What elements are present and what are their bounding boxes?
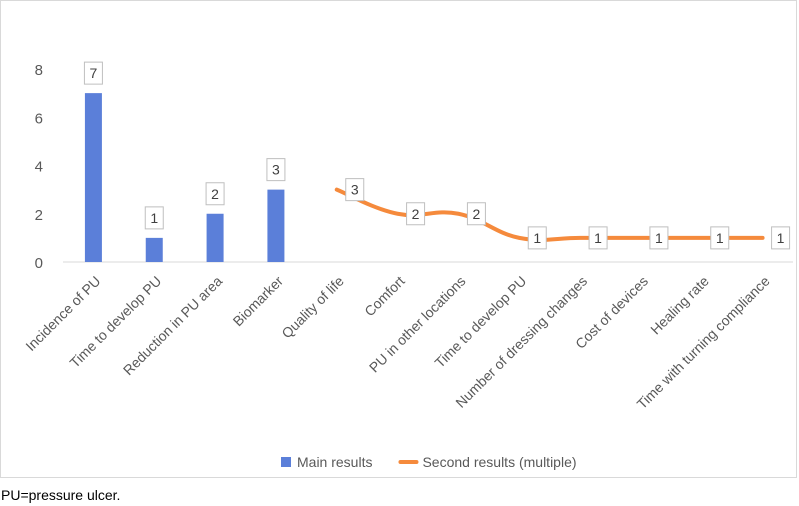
legend-label: Second results (multiple)	[422, 454, 576, 470]
bar	[145, 237, 163, 262]
chart-frame: 0 2 4 6 8 7 1 2 3 3 2 2 1 1 1 1 1 Incidence of PU Time to …	[0, 0, 797, 478]
data-label-box	[205, 182, 225, 206]
data-label-box	[83, 61, 103, 85]
y-tick-label: 4	[35, 159, 43, 176]
data-label: 7	[90, 65, 98, 81]
bar	[84, 93, 102, 262]
legend-swatch-bar	[281, 457, 291, 467]
data-label: 1	[533, 230, 541, 246]
data-label-box	[649, 226, 669, 250]
data-label: 2	[412, 206, 420, 222]
data-label: 1	[150, 210, 158, 226]
x-tick-label: Comfort	[361, 273, 408, 320]
data-label: 3	[272, 162, 280, 178]
data-label-box	[144, 206, 164, 230]
data-label-box	[771, 226, 791, 250]
data-label-box	[466, 202, 486, 226]
y-tick-label: 8	[35, 62, 43, 79]
data-label-box	[406, 202, 426, 226]
data-label-box	[266, 158, 286, 182]
y-tick-label: 2	[35, 207, 43, 224]
data-label: 1	[716, 230, 724, 246]
y-tick-label: 6	[35, 110, 43, 127]
series-line	[334, 187, 765, 242]
y-tick-label: 0	[35, 255, 43, 272]
data-label: 1	[777, 230, 785, 246]
x-tick-label: Time with turning compliance	[634, 273, 773, 412]
bar	[267, 189, 285, 262]
x-tick-label: Number of dressing changes	[452, 273, 590, 411]
data-label-box	[345, 178, 365, 202]
x-tick-label: Reduction in PU area	[120, 273, 226, 379]
x-tick-label: Healing rate	[647, 273, 712, 338]
footnote: PU=pressure ulcer.	[1, 487, 121, 503]
data-label: 1	[655, 230, 663, 246]
data-label-box	[588, 226, 608, 250]
legend-label: Main results	[297, 454, 372, 470]
data-label: 2	[473, 206, 481, 222]
data-label-box	[527, 226, 547, 250]
x-tick-label: Biomarker	[230, 273, 287, 330]
data-label: 2	[211, 186, 219, 202]
data-label-box	[710, 226, 730, 250]
data-label: 1	[594, 230, 602, 246]
bar	[206, 213, 224, 262]
data-label: 3	[351, 182, 359, 198]
x-tick-label: Quality of life	[278, 273, 347, 342]
